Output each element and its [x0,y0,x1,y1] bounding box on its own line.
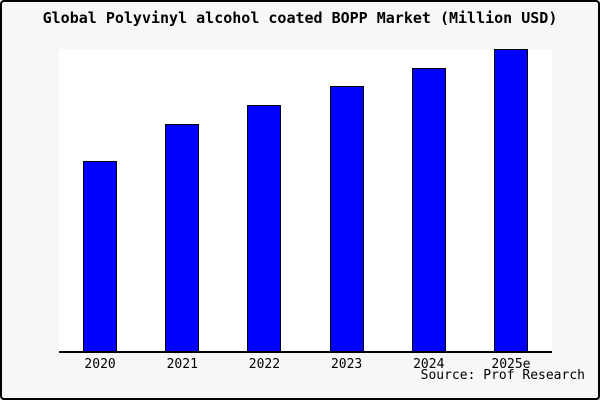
bars-container [59,49,552,351]
bar-2023 [329,86,364,351]
bar-slot [141,49,223,351]
source-credit: Source: Prof Research [420,368,585,383]
x-axis-labels: 2020 2021 2022 2023 2024 2025e [59,357,552,372]
x-tick-label-2020: 2020 [84,357,116,372]
x-tick-label-2021: 2021 [166,357,198,372]
x-tick-label-2023: 2023 [330,357,363,372]
bar-2024 [411,68,446,351]
bar-2022 [247,105,282,351]
bar-slot [388,49,470,351]
bar-slot [470,49,552,351]
bar-slot [223,49,305,351]
x-tick-label-2024: 2024 [413,357,445,372]
x-tick-label-2025e: 2025e [491,357,531,372]
x-tick-label-2022: 2022 [248,357,281,372]
bar-slot [59,49,141,351]
bar-slot [306,49,388,351]
bar-2025e [493,49,528,351]
bar-2020 [83,161,118,351]
bar-2021 [165,124,200,351]
chart-title: Global Polyvinyl alcohol coated BOPP Mar… [42,9,558,27]
plot-area [59,49,552,353]
